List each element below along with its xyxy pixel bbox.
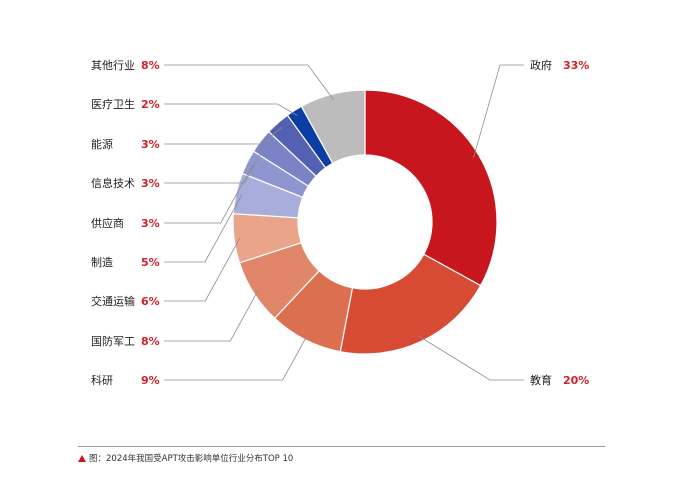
leader-line-2 xyxy=(164,334,309,381)
donut-slice-10 xyxy=(300,89,366,165)
category-label-other: 其他行业 xyxy=(91,59,135,72)
leader-line-9 xyxy=(164,103,298,116)
leader-line-10 xyxy=(164,64,334,101)
category-label-transport: 交通运输 xyxy=(91,294,135,308)
leader-line-4 xyxy=(164,237,241,302)
caption-divider xyxy=(78,446,605,447)
category-label-education: 教育 xyxy=(530,373,552,387)
category-label-manufacturing: 制造 xyxy=(91,255,113,269)
value-label-transport: 6% xyxy=(141,295,160,308)
caption-text: 图：2024年我国受APT攻击影响单位行业分布TOP 10 xyxy=(89,454,294,464)
category-label-it: 信息技术 xyxy=(91,176,135,190)
figure-caption: 图：2024年我国受APT攻击影响单位行业分布TOP 10 xyxy=(78,452,293,464)
value-label-research: 9% xyxy=(141,374,160,387)
value-label-energy: 3% xyxy=(141,138,160,151)
category-label-supplier: 供应商 xyxy=(91,216,124,230)
value-label-education: 20% xyxy=(563,374,589,387)
value-label-defense: 8% xyxy=(141,335,160,348)
donut-slices xyxy=(232,89,498,355)
triangle-marker-icon xyxy=(78,455,86,462)
category-label-energy: 能源 xyxy=(91,137,113,151)
leader-line-7 xyxy=(164,144,266,184)
leader-line-6 xyxy=(164,164,254,224)
category-label-healthcare: 医疗卫生 xyxy=(91,97,135,111)
donut-slice-0 xyxy=(364,89,498,287)
value-label-manufacturing: 5% xyxy=(141,256,160,269)
leader-line-1 xyxy=(418,335,524,381)
donut-slice-1 xyxy=(339,253,482,355)
category-label-government: 政府 xyxy=(530,58,552,72)
leader-lines xyxy=(164,64,524,381)
leader-line-8 xyxy=(164,127,282,145)
leader-line-0 xyxy=(473,64,524,158)
category-label-research: 科研 xyxy=(91,373,113,387)
leader-line-5 xyxy=(164,194,243,263)
value-label-government: 33% xyxy=(563,59,589,72)
value-label-other: 8% xyxy=(141,59,160,72)
leader-line-3 xyxy=(164,289,259,342)
value-label-healthcare: 2% xyxy=(141,98,160,111)
value-label-it: 3% xyxy=(141,177,160,190)
value-label-supplier: 3% xyxy=(141,217,160,230)
category-label-defense: 国防军工 xyxy=(91,334,135,348)
